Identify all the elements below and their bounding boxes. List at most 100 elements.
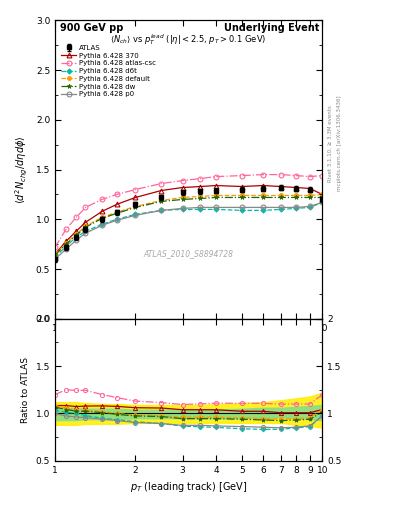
- Pythia 6.428 d6t: [198, 206, 203, 212]
- Pythia 6.428 default: [159, 197, 164, 203]
- Text: Underlying Event: Underlying Event: [224, 24, 320, 33]
- Pythia 6.428 atlas-csc: [83, 204, 88, 210]
- Text: 900 GeV pp: 900 GeV pp: [61, 24, 124, 33]
- X-axis label: $p_T$ (leading track) [GeV]: $p_T$ (leading track) [GeV]: [130, 480, 247, 494]
- Pythia 6.428 d6t: [261, 207, 265, 214]
- Pythia 6.428 370: [320, 191, 325, 198]
- Text: mcplots.cern.ch [arXiv:1306.3436]: mcplots.cern.ch [arXiv:1306.3436]: [337, 96, 342, 191]
- Pythia 6.428 d6t: [320, 199, 325, 205]
- Pythia 6.428 370: [100, 208, 105, 215]
- Pythia 6.428 370: [198, 183, 203, 189]
- Pythia 6.428 dw: [64, 241, 68, 247]
- Pythia 6.428 atlas-csc: [308, 174, 312, 180]
- Y-axis label: Ratio to ATLAS: Ratio to ATLAS: [21, 357, 30, 423]
- Pythia 6.428 d6t: [100, 221, 105, 227]
- Pythia 6.428 370: [133, 195, 138, 201]
- Pythia 6.428 default: [64, 240, 68, 246]
- Text: ATLAS_2010_S8894728: ATLAS_2010_S8894728: [143, 249, 234, 258]
- Pythia 6.428 dw: [83, 224, 88, 230]
- Pythia 6.428 p0: [239, 204, 244, 210]
- Pythia 6.428 atlas-csc: [213, 174, 218, 180]
- Pythia 6.428 d6t: [279, 206, 283, 212]
- Pythia 6.428 d6t: [74, 234, 79, 240]
- Pythia 6.428 atlas-csc: [198, 176, 203, 182]
- Pythia 6.428 dw: [320, 195, 325, 201]
- Pythia 6.428 default: [239, 193, 244, 199]
- Pythia 6.428 d6t: [64, 243, 68, 249]
- Pythia 6.428 370: [114, 201, 119, 207]
- Line: Pythia 6.428 atlas-csc: Pythia 6.428 atlas-csc: [53, 172, 325, 250]
- Line: Pythia 6.428 default: Pythia 6.428 default: [53, 193, 324, 256]
- Line: Pythia 6.428 p0: Pythia 6.428 p0: [53, 200, 325, 262]
- Pythia 6.428 atlas-csc: [133, 186, 138, 193]
- Pythia 6.428 default: [320, 191, 325, 198]
- Pythia 6.428 dw: [114, 210, 119, 217]
- Pythia 6.428 p0: [180, 205, 185, 211]
- Pythia 6.428 370: [83, 219, 88, 225]
- Pythia 6.428 p0: [308, 203, 312, 209]
- Pythia 6.428 default: [74, 231, 79, 238]
- Pythia 6.428 dw: [213, 195, 218, 201]
- Text: $\langle N_{ch}\rangle$ vs $p_T^{lead}$ ($|\eta| < 2.5$, $p_T > 0.1$ GeV): $\langle N_{ch}\rangle$ vs $p_T^{lead}$ …: [110, 32, 267, 47]
- Pythia 6.428 p0: [83, 230, 88, 237]
- Pythia 6.428 370: [239, 183, 244, 189]
- Pythia 6.428 atlas-csc: [294, 173, 299, 179]
- Pythia 6.428 d6t: [114, 216, 119, 222]
- Pythia 6.428 370: [279, 183, 283, 189]
- Pythia 6.428 d6t: [159, 207, 164, 214]
- Pythia 6.428 d6t: [213, 206, 218, 212]
- Pythia 6.428 default: [180, 195, 185, 201]
- Pythia 6.428 370: [261, 182, 265, 188]
- Y-axis label: $\langle d^2 N_{chg}/d\eta d\phi\rangle$: $\langle d^2 N_{chg}/d\eta d\phi\rangle$: [14, 135, 30, 204]
- Legend: ATLAS, Pythia 6.428 370, Pythia 6.428 atlas-csc, Pythia 6.428 d6t, Pythia 6.428 : ATLAS, Pythia 6.428 370, Pythia 6.428 at…: [61, 45, 156, 97]
- Pythia 6.428 atlas-csc: [100, 197, 105, 203]
- Pythia 6.428 atlas-csc: [74, 215, 79, 221]
- Pythia 6.428 default: [294, 193, 299, 199]
- Pythia 6.428 atlas-csc: [53, 244, 57, 250]
- Pythia 6.428 d6t: [83, 228, 88, 234]
- Pythia 6.428 d6t: [53, 254, 57, 260]
- Pythia 6.428 dw: [294, 195, 299, 201]
- Pythia 6.428 atlas-csc: [159, 180, 164, 186]
- Pythia 6.428 dw: [133, 204, 138, 210]
- Pythia 6.428 default: [53, 251, 57, 257]
- Pythia 6.428 dw: [198, 196, 203, 202]
- Pythia 6.428 d6t: [308, 204, 312, 210]
- Pythia 6.428 p0: [198, 204, 203, 210]
- Pythia 6.428 atlas-csc: [114, 191, 119, 198]
- Text: Rivet 3.1.10, ≥ 3.3M events: Rivet 3.1.10, ≥ 3.3M events: [328, 105, 333, 182]
- Pythia 6.428 p0: [53, 256, 57, 262]
- Pythia 6.428 default: [279, 193, 283, 199]
- Pythia 6.428 atlas-csc: [180, 178, 185, 184]
- Pythia 6.428 d6t: [294, 205, 299, 211]
- Pythia 6.428 370: [308, 185, 312, 191]
- Pythia 6.428 370: [53, 251, 57, 257]
- Pythia 6.428 dw: [261, 195, 265, 201]
- Pythia 6.428 p0: [159, 207, 164, 214]
- Pythia 6.428 370: [159, 187, 164, 194]
- Pythia 6.428 atlas-csc: [64, 226, 68, 232]
- Pythia 6.428 p0: [74, 237, 79, 243]
- Pythia 6.428 atlas-csc: [239, 173, 244, 179]
- Line: Pythia 6.428 dw: Pythia 6.428 dw: [53, 195, 325, 258]
- Pythia 6.428 p0: [133, 212, 138, 219]
- Pythia 6.428 p0: [100, 222, 105, 228]
- Line: Pythia 6.428 370: Pythia 6.428 370: [53, 183, 325, 257]
- Pythia 6.428 default: [198, 194, 203, 200]
- Pythia 6.428 370: [213, 182, 218, 188]
- Pythia 6.428 d6t: [180, 206, 185, 212]
- Pythia 6.428 d6t: [239, 207, 244, 214]
- Pythia 6.428 default: [261, 193, 265, 199]
- Pythia 6.428 p0: [320, 199, 325, 205]
- Pythia 6.428 dw: [74, 232, 79, 238]
- Pythia 6.428 p0: [261, 204, 265, 210]
- Pythia 6.428 atlas-csc: [279, 172, 283, 178]
- Pythia 6.428 p0: [213, 204, 218, 210]
- Pythia 6.428 dw: [279, 195, 283, 201]
- Pythia 6.428 dw: [180, 197, 185, 203]
- Pythia 6.428 default: [83, 223, 88, 229]
- Pythia 6.428 atlas-csc: [320, 173, 325, 179]
- Pythia 6.428 p0: [114, 217, 119, 223]
- Pythia 6.428 370: [294, 184, 299, 190]
- Pythia 6.428 370: [64, 238, 68, 244]
